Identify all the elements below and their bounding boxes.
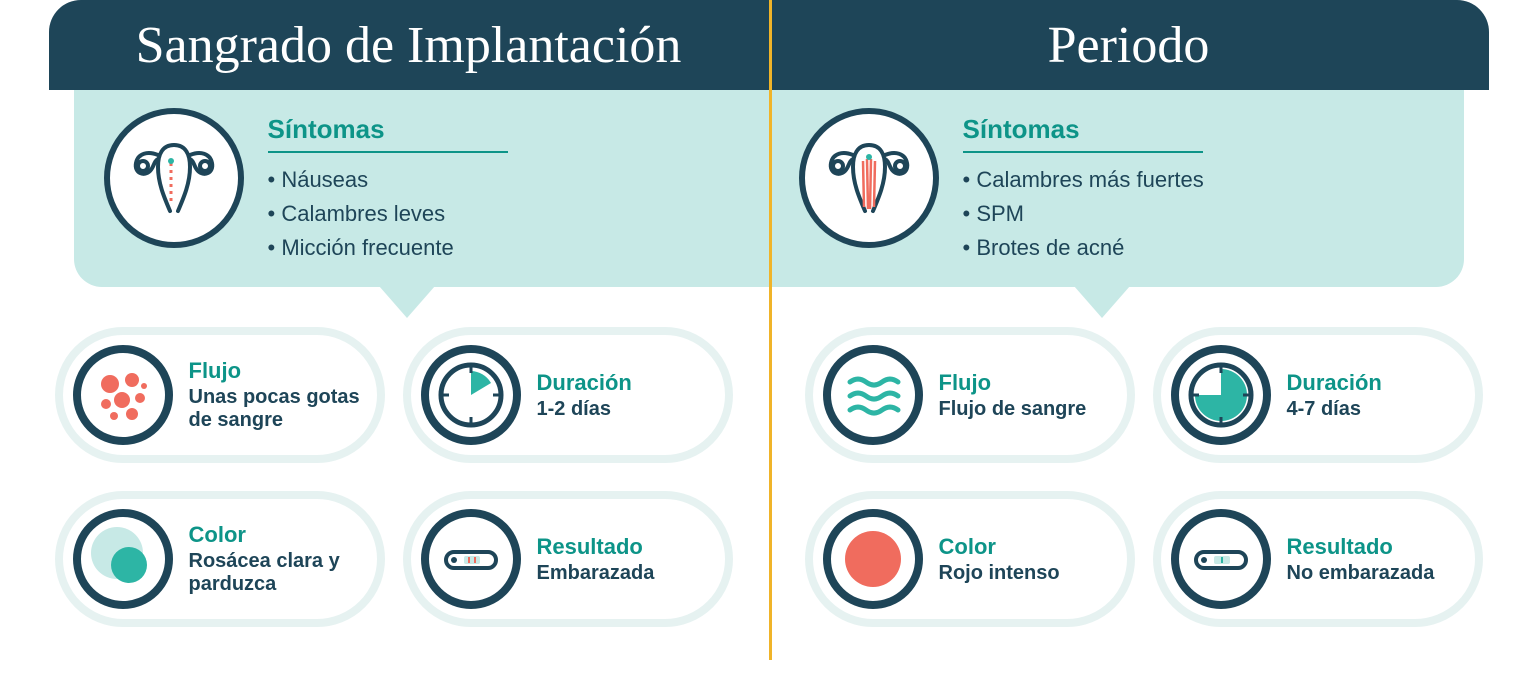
- card-flow-right: Flujo Flujo de sangre: [805, 327, 1135, 463]
- symptom-item: SPM: [963, 197, 1434, 231]
- header-right: Periodo: [769, 0, 1489, 90]
- card-flow-left: Flujo Unas pocas gotas de sangre: [55, 327, 385, 463]
- preg-test-neg-icon: [1171, 509, 1271, 609]
- uterus-icon-left: [104, 108, 244, 248]
- color-light-icon: [73, 509, 173, 609]
- symptom-item: Calambres leves: [268, 197, 739, 231]
- clock-short-icon: [421, 345, 521, 445]
- preg-test-pos-icon: [421, 509, 521, 609]
- symptom-item: Calambres más fuertes: [963, 163, 1434, 197]
- clock-long-icon: [1171, 345, 1271, 445]
- card-value: Unas pocas gotas de sangre: [189, 386, 361, 432]
- cards-right: Flujo Flujo de sangre Dur: [769, 327, 1519, 627]
- symptoms-heading-left: Síntomas: [268, 114, 508, 153]
- callout-arrow-left: [379, 286, 435, 318]
- card-value: Rosácea clara y parduzca: [189, 550, 361, 596]
- symptoms-list-right: Calambres más fuertes SPM Brotes de acné: [963, 163, 1434, 265]
- card-label: Resultado: [1287, 534, 1459, 560]
- symptom-item: Micción frecuente: [268, 231, 739, 265]
- symptoms-list-left: Náuseas Calambres leves Micción frecuent…: [268, 163, 739, 265]
- card-result-left: Resultado Embarazada: [403, 491, 733, 627]
- uterus-icon-right: [799, 108, 939, 248]
- card-duration-left: Duración 1-2 días: [403, 327, 733, 463]
- symptoms-heading-right: Síntomas: [963, 114, 1203, 153]
- card-value: Embarazada: [537, 562, 709, 585]
- card-label: Flujo: [939, 370, 1111, 396]
- symptom-item: Brotes de acné: [963, 231, 1434, 265]
- card-label: Color: [189, 522, 361, 548]
- card-color-left: Color Rosácea clara y parduzca: [55, 491, 385, 627]
- card-label: Resultado: [537, 534, 709, 560]
- card-label: Duración: [1287, 370, 1459, 396]
- card-label: Flujo: [189, 358, 361, 384]
- card-value: 1-2 días: [537, 398, 709, 421]
- flow-waves-icon: [823, 345, 923, 445]
- symptoms-right: Síntomas Calambres más fuertes SPM Brote…: [769, 108, 1464, 265]
- color-bright-icon: [823, 509, 923, 609]
- card-value: No embarazada: [1287, 562, 1459, 585]
- flow-drops-icon: [73, 345, 173, 445]
- card-color-right: Color Rojo intenso: [805, 491, 1135, 627]
- card-value: Flujo de sangre: [939, 398, 1111, 421]
- card-label: Duración: [537, 370, 709, 396]
- card-duration-right: Duración 4-7 días: [1153, 327, 1483, 463]
- vertical-divider: [769, 0, 772, 660]
- cards-left: Flujo Unas pocas gotas de sangre: [19, 327, 769, 627]
- card-label: Color: [939, 534, 1111, 560]
- title-right: Periodo: [1048, 16, 1210, 75]
- card-value: Rojo intenso: [939, 562, 1111, 585]
- header-left: Sangrado de Implantación: [49, 0, 769, 90]
- symptom-item: Náuseas: [268, 163, 739, 197]
- card-result-right: Resultado No embarazada: [1153, 491, 1483, 627]
- title-left: Sangrado de Implantación: [136, 16, 682, 75]
- callout-arrow-right: [1074, 286, 1130, 318]
- symptoms-left: Síntomas Náuseas Calambres leves Micción…: [74, 108, 769, 265]
- card-value: 4-7 días: [1287, 398, 1459, 421]
